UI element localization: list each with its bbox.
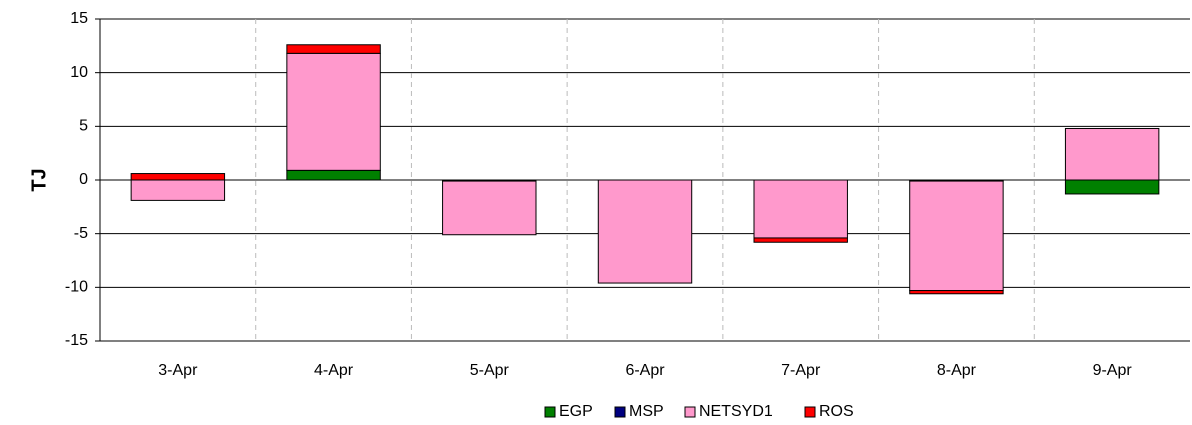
- bar-segment: [286, 44, 381, 54]
- x-tick-label: 9-Apr: [1093, 362, 1133, 379]
- bar-segment: [1064, 127, 1160, 181]
- bar-segment: [597, 179, 693, 284]
- y-tick-label: 5: [79, 118, 88, 135]
- legend-swatch: [684, 406, 696, 418]
- y-tick-label: 0: [79, 171, 88, 188]
- bar-segment: [130, 179, 226, 201]
- legend-swatch: [804, 406, 816, 418]
- legend-swatch: [544, 406, 556, 418]
- bar-segment: [442, 180, 537, 236]
- bar-segment: [909, 180, 1004, 292]
- y-tick-label: -15: [65, 332, 88, 349]
- bar-segment: [753, 179, 848, 239]
- y-axis-label: TJ: [28, 168, 50, 191]
- y-tick-label: -10: [65, 279, 88, 296]
- x-tick-label: 3-Apr: [158, 362, 198, 379]
- bar-segment: [753, 237, 848, 243]
- legend-swatch: [614, 406, 626, 418]
- y-tick-label: 15: [70, 10, 88, 27]
- bar-segment: [130, 173, 226, 181]
- y-tick-label: 10: [70, 64, 88, 81]
- legend-label: NETSYD1: [699, 403, 773, 420]
- x-tick-label: 5-Apr: [470, 362, 510, 379]
- bar-segment: [909, 290, 1004, 295]
- y-tick-label: -5: [74, 225, 88, 242]
- bar-segment: [286, 169, 381, 181]
- legend-label: ROS: [819, 403, 854, 420]
- legend-label: EGP: [559, 403, 593, 420]
- x-tick-label: 6-Apr: [625, 362, 665, 379]
- bar-segment: [1064, 179, 1160, 195]
- x-tick-label: 8-Apr: [937, 362, 977, 379]
- legend-label: MSP: [629, 403, 664, 420]
- x-tick-label: 4-Apr: [314, 362, 354, 379]
- bar-segment: [286, 52, 381, 171]
- x-tick-label: 7-Apr: [781, 362, 821, 379]
